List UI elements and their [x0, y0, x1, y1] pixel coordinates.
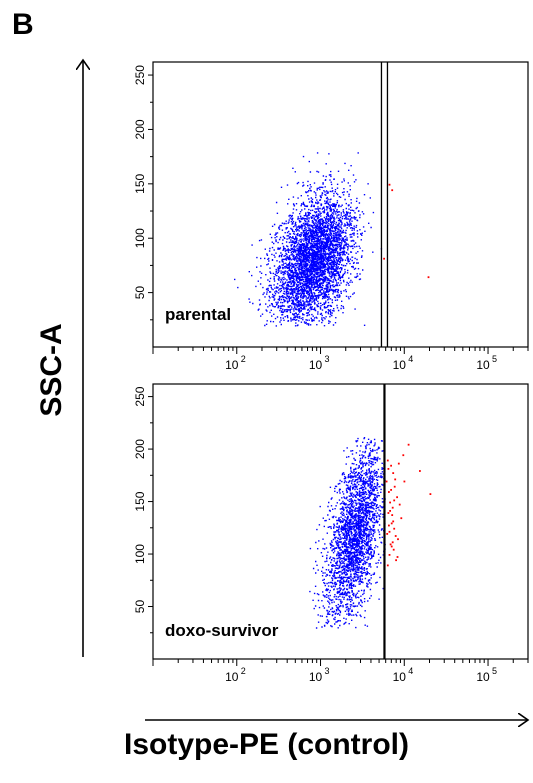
y-axis-ticks: 50 100 150 200 250	[133, 65, 153, 321]
positive-event	[398, 503, 401, 506]
population-points	[234, 152, 383, 327]
positive-event	[394, 535, 397, 537]
y-tick-label: 150	[133, 491, 147, 511]
gate-line	[380, 62, 389, 347]
x-tick-exponent: 4	[408, 666, 413, 676]
positive-event	[388, 554, 391, 556]
positive-event	[388, 524, 390, 527]
positive-event	[390, 522, 393, 525]
positive-event	[396, 556, 399, 558]
y-tick-label: 200	[133, 119, 147, 139]
positive-event	[389, 501, 391, 504]
population-cloud	[309, 437, 386, 629]
positive-event	[391, 506, 394, 509]
x-axis-ticks: 10 2 10 3 10 4 10 5	[152, 659, 529, 684]
x-tick-exponent: 5	[492, 666, 497, 676]
positive-event	[393, 527, 396, 530]
x-tick-label: 10	[309, 358, 323, 372]
positive-event	[397, 462, 400, 465]
positive-event	[388, 491, 390, 493]
population-points	[309, 437, 386, 629]
positive-event	[387, 512, 390, 514]
x-axis-title: Isotype-PE (control)	[123, 728, 409, 761]
positive-event	[383, 257, 385, 260]
plot-frame	[152, 61, 529, 348]
positive-event	[387, 468, 390, 470]
positive-event	[393, 499, 396, 502]
y-tick-label: 50	[133, 600, 147, 614]
sample-label: doxo-survivor	[165, 621, 279, 640]
positive-event	[402, 454, 405, 457]
positive-event	[403, 480, 406, 483]
y-tick-label: 150	[133, 174, 147, 194]
positive-event	[395, 559, 397, 562]
positive-points	[383, 183, 430, 279]
y-tick-label: 250	[133, 65, 147, 85]
positive-event	[389, 543, 392, 546]
sample-label: parental	[165, 305, 231, 324]
positive-event	[419, 470, 421, 472]
positive-event	[391, 189, 394, 192]
x-tick-label: 10	[309, 670, 323, 684]
positive-event	[407, 443, 410, 446]
positive-event	[394, 478, 397, 481]
positive-event	[390, 464, 392, 467]
positive-event	[390, 545, 393, 548]
positive-event	[386, 459, 389, 462]
positive-event	[388, 183, 391, 186]
x-tick-label: 10	[476, 358, 490, 372]
y-tick-label: 50	[133, 286, 147, 300]
positive-event	[392, 472, 395, 474]
positive-event	[397, 538, 399, 541]
y-tick-label: 100	[133, 544, 147, 564]
x-tick-exponent: 4	[408, 354, 413, 364]
positive-event	[396, 496, 398, 499]
y-tick-label: 250	[133, 386, 147, 406]
positive-event	[391, 541, 394, 544]
x-tick-exponent: 3	[325, 666, 330, 676]
x-tick-label: 10	[225, 670, 239, 684]
positive-event	[392, 520, 395, 523]
x-tick-label: 10	[476, 670, 490, 684]
positive-event	[388, 530, 391, 533]
x-tick-exponent: 2	[241, 354, 246, 364]
x-tick-exponent: 5	[492, 354, 497, 364]
x-tick-label: 10	[225, 358, 239, 372]
positive-event	[391, 514, 394, 516]
positive-points	[385, 443, 432, 567]
positive-event	[400, 517, 403, 520]
positive-event	[393, 485, 396, 488]
population-cloud	[234, 152, 383, 327]
panel-letter: B	[12, 8, 34, 41]
x-tick-exponent: 2	[241, 666, 246, 676]
y-tick-label: 100	[133, 228, 147, 248]
x-tick-label: 10	[393, 358, 407, 372]
x-axis-ticks: 10 2 10 3 10 4 10 5	[152, 347, 529, 372]
positive-event	[386, 533, 389, 535]
plot-frame	[152, 383, 529, 660]
y-tick-label: 200	[133, 439, 147, 459]
y-axis-ticks: 50 100 150 200 250	[133, 386, 153, 634]
x-tick-label: 10	[393, 670, 407, 684]
positive-event	[427, 276, 430, 279]
x-tick-exponent: 3	[325, 354, 330, 364]
positive-event	[429, 493, 432, 495]
positive-event	[390, 489, 392, 491]
positive-event	[385, 480, 388, 483]
positive-event	[392, 548, 395, 551]
positive-event	[389, 510, 391, 512]
positive-event	[386, 564, 389, 567]
